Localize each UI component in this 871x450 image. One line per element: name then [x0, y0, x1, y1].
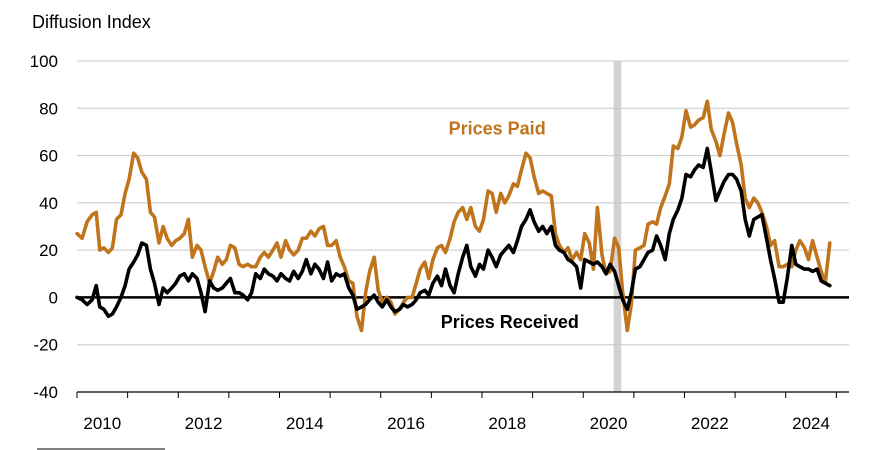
recession-band — [613, 61, 622, 392]
annotations-group: Prices Paid Prices Received — [441, 118, 579, 332]
x-tick-label: 2012 — [185, 414, 223, 433]
recession-band-group — [613, 61, 622, 392]
x-axis-group: 2010 2012 2014 2016 2018 2020 2022 2024 — [76, 391, 849, 433]
y-tick-label: 80 — [39, 99, 58, 118]
x-tick-label: 2014 — [286, 414, 324, 433]
y-tick-label: -40 — [33, 383, 58, 402]
x-tick-label: 2020 — [590, 414, 628, 433]
y-tick-label: 0 — [49, 288, 58, 307]
y-axis-title: Diffusion Index — [32, 12, 151, 32]
y-tick-label: 100 — [30, 52, 58, 71]
series-label-prices-paid: Prices Paid — [449, 118, 546, 138]
x-tick-label: 2024 — [792, 414, 830, 433]
series-line-prices-paid — [75, 99, 832, 333]
series-group — [75, 99, 832, 333]
x-tick-label: 2010 — [83, 414, 121, 433]
y-axis-ticks-group: -40 -20 0 20 40 60 80 100 — [30, 52, 58, 402]
gridlines-group — [77, 60, 849, 393]
series-label-prices-received: Prices Received — [441, 312, 579, 332]
x-tick-label: 2018 — [488, 414, 526, 433]
x-tick-label: 2016 — [387, 414, 425, 433]
x-tick-label: 2022 — [691, 414, 729, 433]
y-tick-label: 60 — [39, 147, 58, 166]
y-tick-label: 40 — [39, 194, 58, 213]
y-tick-label: 20 — [39, 241, 58, 260]
series-line-prices-received — [75, 146, 832, 319]
y-tick-label: -20 — [33, 336, 58, 355]
